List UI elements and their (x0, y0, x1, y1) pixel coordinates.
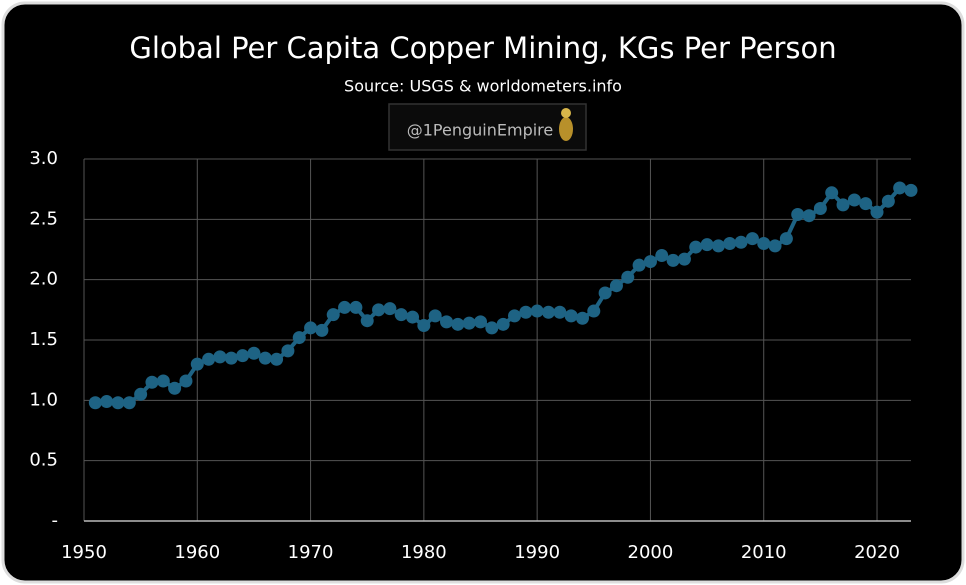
marker (474, 315, 488, 329)
marker (145, 375, 159, 389)
marker (734, 235, 748, 249)
marker (258, 351, 272, 365)
marker (428, 309, 442, 323)
marker (802, 209, 816, 223)
watermark-icon (559, 117, 573, 141)
marker (836, 198, 850, 212)
marker (541, 305, 555, 319)
x-tick-label: 1950 (61, 542, 107, 563)
marker (349, 300, 363, 314)
marker (440, 315, 454, 329)
marker (111, 396, 125, 410)
y-tick-label: 0.5 (29, 450, 58, 471)
marker (202, 352, 216, 366)
marker (813, 201, 827, 215)
marker (700, 238, 714, 252)
marker (677, 252, 691, 266)
marker (213, 350, 227, 364)
marker (881, 194, 895, 208)
marker (236, 349, 250, 363)
marker (609, 279, 623, 293)
marker (757, 236, 771, 250)
marker (632, 258, 646, 272)
y-tick-label: 2.0 (29, 269, 58, 290)
marker (575, 311, 589, 325)
marker (326, 308, 340, 322)
marker (598, 286, 612, 300)
x-tick-label: 1970 (288, 542, 334, 563)
marker (643, 255, 657, 269)
marker (825, 186, 839, 200)
marker (666, 253, 680, 267)
y-tick-label: 3.0 (29, 148, 58, 169)
marker (406, 310, 420, 324)
x-tick-label: 2010 (741, 542, 787, 563)
marker (655, 249, 669, 263)
marker (859, 197, 873, 211)
marker (179, 374, 193, 388)
marker (904, 183, 918, 197)
marker (394, 308, 408, 322)
marker (462, 316, 476, 330)
marker (723, 236, 737, 250)
marker (372, 303, 386, 317)
marker (530, 304, 544, 318)
x-tick-label: 1990 (514, 542, 560, 563)
marker (564, 309, 578, 323)
marker (88, 396, 102, 410)
marker (383, 302, 397, 316)
marker (122, 396, 136, 410)
marker (134, 387, 148, 401)
marker (519, 305, 533, 319)
marker (689, 240, 703, 254)
y-tick-label: 1.0 (29, 389, 58, 410)
marker (281, 344, 295, 358)
marker (745, 232, 759, 246)
marker (168, 381, 182, 395)
marker (451, 317, 465, 331)
marker (292, 331, 306, 345)
marker (870, 205, 884, 219)
marker (315, 323, 329, 337)
marker (156, 374, 170, 388)
chart-subtitle: Source: USGS & worldometers.info (344, 77, 622, 96)
marker (791, 208, 805, 222)
watermark-icon (561, 108, 571, 118)
marker (496, 317, 510, 331)
marker (304, 321, 318, 335)
marker (360, 314, 374, 328)
marker (224, 351, 238, 365)
watermark-box (388, 103, 587, 151)
x-tick-label: 1960 (174, 542, 220, 563)
marker (768, 239, 782, 253)
marker (485, 321, 499, 335)
marker (507, 309, 521, 323)
marker (190, 357, 204, 371)
x-tick-label: 2000 (628, 542, 674, 563)
marker (847, 193, 861, 207)
marker (621, 270, 635, 284)
y-tick-label: 1.5 (29, 329, 58, 350)
marker (100, 395, 114, 409)
marker (587, 304, 601, 318)
y-tick-label: 2.5 (29, 208, 58, 229)
marker (247, 346, 261, 360)
marker (270, 352, 284, 366)
marker (338, 300, 352, 314)
x-tick-label: 2020 (854, 542, 900, 563)
marker (779, 232, 793, 246)
marker (553, 305, 567, 319)
y-tick-label: - (52, 510, 59, 531)
marker (417, 319, 431, 333)
marker (711, 239, 725, 253)
watermark: @1PenguinEmpire (407, 121, 554, 140)
chart-title: Global Per Capita Copper Mining, KGs Per… (129, 31, 836, 65)
marker (893, 181, 907, 195)
x-tick-label: 1980 (401, 542, 447, 563)
